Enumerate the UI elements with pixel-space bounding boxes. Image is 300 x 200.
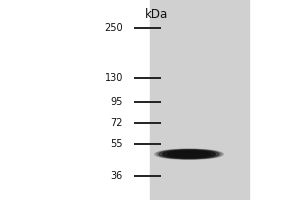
- Text: kDa: kDa: [144, 8, 168, 21]
- Ellipse shape: [163, 150, 215, 158]
- Ellipse shape: [157, 149, 221, 159]
- Text: 72: 72: [110, 118, 123, 128]
- Text: 55: 55: [110, 139, 123, 149]
- Ellipse shape: [159, 150, 219, 159]
- Ellipse shape: [154, 149, 224, 159]
- Text: 130: 130: [105, 73, 123, 83]
- Ellipse shape: [167, 151, 211, 157]
- Bar: [150, 0, 249, 200]
- Text: 36: 36: [111, 171, 123, 181]
- Text: 95: 95: [111, 97, 123, 107]
- Ellipse shape: [174, 152, 204, 156]
- Text: 250: 250: [104, 23, 123, 33]
